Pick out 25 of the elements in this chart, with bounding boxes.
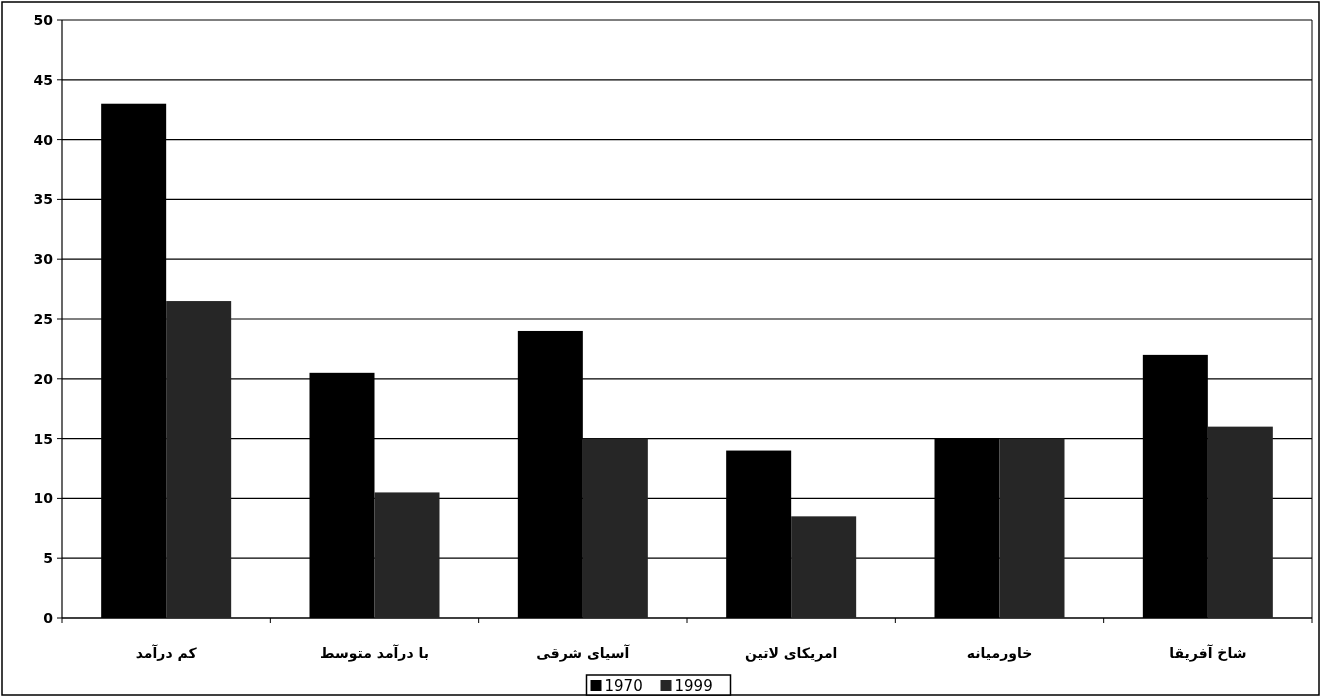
x-tick-label: شاخ آفریقا	[1169, 644, 1247, 662]
x-tick-label: خاورمیانه	[966, 645, 1033, 662]
legend-label: 1970	[604, 677, 643, 695]
x-tick-label: با درآمد متوسط	[320, 644, 429, 662]
x-tick-label: کم درآمد	[135, 644, 198, 661]
bar	[999, 438, 1065, 618]
y-tick-label: 35	[33, 191, 53, 208]
bar	[166, 301, 232, 618]
bar	[582, 438, 648, 618]
y-tick-label: 15	[33, 430, 53, 447]
y-tick-label: 10	[33, 490, 54, 507]
y-tick-label: 30	[33, 251, 54, 268]
y-tick-label: 25	[33, 311, 53, 327]
y-tick-label: 0	[43, 610, 54, 626]
y-tick-label: 45	[33, 71, 53, 88]
y-tick-label: 5	[43, 550, 53, 567]
bar	[1207, 426, 1273, 618]
bar	[791, 516, 857, 618]
x-tick-label: آسیای شرقی	[536, 644, 631, 662]
legend-label: 1999	[674, 677, 713, 695]
bar	[374, 492, 440, 618]
y-tick-label: 50	[33, 12, 54, 28]
y-tick-label: 40	[33, 131, 54, 148]
x-tick-label: امریکای لاتین	[744, 645, 838, 662]
y-tick-label: 20	[33, 370, 54, 387]
